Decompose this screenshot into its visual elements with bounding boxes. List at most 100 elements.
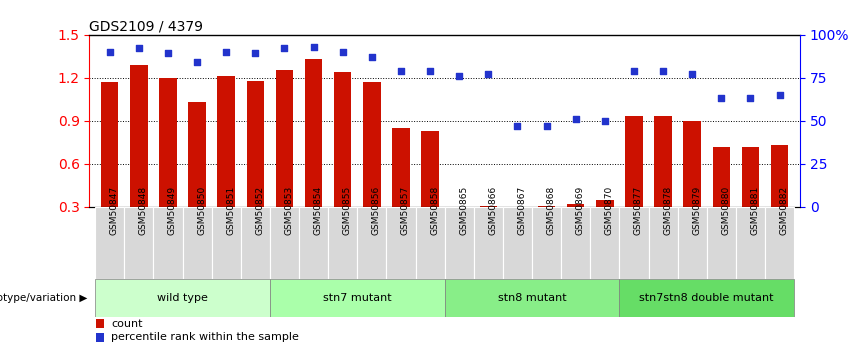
Bar [247,80,264,207]
Bar [130,65,147,207]
Bar [625,117,643,207]
Bar [212,207,241,279]
Bar [503,207,532,279]
Bar [532,207,561,279]
Bar [648,207,677,279]
Text: GSM50870: GSM50870 [605,186,614,235]
Bar [328,207,357,279]
Text: GSM50853: GSM50853 [284,186,294,235]
Bar [596,200,614,207]
Text: percentile rank within the sample: percentile rank within the sample [111,333,299,342]
Text: GSM50850: GSM50850 [197,186,206,235]
Text: GSM50868: GSM50868 [546,186,556,235]
Bar [270,207,299,279]
Bar [334,72,351,207]
Text: wild type: wild type [157,294,208,303]
Bar [357,207,386,279]
Point [482,71,495,77]
Bar [124,207,153,279]
Bar [95,279,270,317]
Bar [654,117,671,207]
Bar [183,207,212,279]
Point [773,92,786,98]
Point [103,49,117,55]
Text: GSM50855: GSM50855 [343,186,351,235]
Bar [218,76,235,207]
Bar [742,147,759,207]
Text: GSM50865: GSM50865 [460,186,468,235]
Text: stn7 mutant: stn7 mutant [323,294,391,303]
Bar [765,207,794,279]
Text: count: count [111,319,143,328]
Point [715,96,728,101]
Bar [386,207,415,279]
Bar [591,207,620,279]
Point [540,123,553,129]
Point [598,118,612,124]
Point [307,44,321,49]
Bar [538,206,556,207]
Bar [444,207,474,279]
Point [161,51,174,56]
Text: GSM50879: GSM50879 [692,186,701,235]
Point [248,51,262,56]
Text: GSM50848: GSM50848 [139,186,148,235]
Text: GSM50881: GSM50881 [751,186,759,235]
Point [132,46,146,51]
Text: stn8 mutant: stn8 mutant [498,294,566,303]
Point [423,68,437,73]
Bar [480,206,497,207]
Point [453,73,466,79]
Point [627,68,641,73]
Text: GSM50856: GSM50856 [372,186,381,235]
Bar [392,128,409,207]
Bar [736,207,765,279]
Bar [96,319,104,328]
Bar [474,207,503,279]
Bar [95,207,124,279]
Bar [421,131,439,207]
Bar [153,207,183,279]
Bar [712,147,730,207]
Text: GDS2109 / 4379: GDS2109 / 4379 [89,19,203,33]
Text: GSM50867: GSM50867 [517,186,527,235]
Bar [270,279,444,317]
Bar [771,145,788,207]
Bar [363,82,380,207]
Text: GSM50857: GSM50857 [401,186,410,235]
Text: GSM50869: GSM50869 [575,186,585,235]
Text: GSM50851: GSM50851 [226,186,235,235]
Bar [299,207,328,279]
Text: genotype/variation ▶: genotype/variation ▶ [0,294,88,303]
Point [220,49,233,55]
Bar [683,121,701,207]
Bar [96,333,104,342]
Bar [620,279,794,317]
Bar [444,279,620,317]
Bar [188,102,206,207]
Point [191,59,204,65]
Bar [567,204,585,207]
Point [656,68,670,73]
Text: GSM50878: GSM50878 [663,186,672,235]
Text: GSM50866: GSM50866 [488,186,497,235]
Bar [101,82,118,207]
Point [568,116,582,122]
Bar [561,207,591,279]
Point [744,96,757,101]
Text: GSM50847: GSM50847 [110,186,119,235]
Text: GSM50858: GSM50858 [430,186,439,235]
Text: GSM50852: GSM50852 [255,186,265,235]
Bar [620,207,648,279]
Bar [276,70,294,207]
Text: GSM50849: GSM50849 [168,186,177,235]
Bar [305,59,323,207]
Text: GSM50854: GSM50854 [314,186,323,235]
Text: GSM50882: GSM50882 [780,186,789,235]
Bar [159,78,177,207]
Bar [677,207,706,279]
Text: GSM50877: GSM50877 [634,186,643,235]
Point [511,123,524,129]
Point [336,49,350,55]
Bar [706,207,736,279]
